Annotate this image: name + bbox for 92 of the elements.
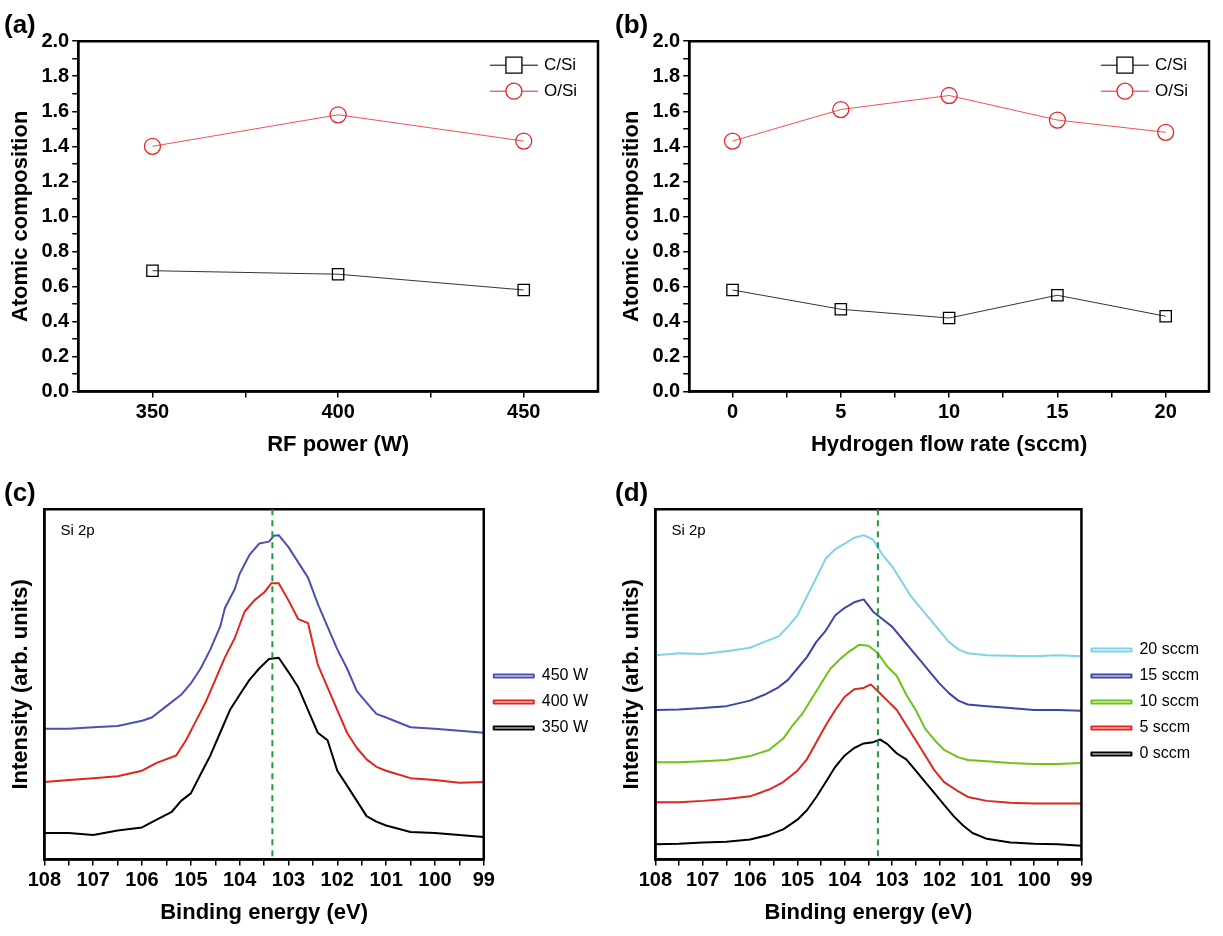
point xyxy=(517,283,531,297)
x-axis-title: Hydrogen flow rate (sccm) xyxy=(810,430,1088,456)
legend-label: 0 sccm xyxy=(1139,744,1191,762)
y-tick-label: 1.2 xyxy=(652,168,681,191)
legend-label: 5 sccm xyxy=(1139,718,1191,736)
legend-label: 15 sccm xyxy=(1139,666,1200,684)
point xyxy=(1159,309,1172,323)
point xyxy=(940,86,958,105)
point xyxy=(1048,111,1067,129)
y-tick-label: 2.0 xyxy=(41,28,70,51)
y-tick-label: 0.2 xyxy=(41,344,70,367)
x-tick-label: 0 xyxy=(726,400,739,423)
x-tick-label: 99 xyxy=(472,868,495,891)
y-tick-label: 0.2 xyxy=(652,344,681,367)
x-tick-label: 20 xyxy=(1154,400,1177,423)
x-tick-label: 100 xyxy=(1017,868,1051,891)
y-tick-label: 1.4 xyxy=(652,133,682,156)
point xyxy=(832,100,850,119)
y-tick-label: 0.8 xyxy=(41,238,70,261)
point xyxy=(331,267,345,281)
y-tick-label: 0.6 xyxy=(41,274,70,296)
chart-title: (d) xyxy=(615,476,649,507)
annotation: Si 2p xyxy=(671,520,706,538)
legend-label: C/Si xyxy=(1154,54,1188,74)
x-axis-title: Binding energy (eV) xyxy=(160,898,368,924)
point xyxy=(146,264,159,278)
x-tick-label: 101 xyxy=(970,868,1004,891)
point xyxy=(1051,288,1064,302)
legend-label: 450 W xyxy=(541,666,589,684)
point xyxy=(329,106,347,124)
y-tick-label: 1.8 xyxy=(652,63,681,86)
x-tick-label: 108 xyxy=(27,868,62,891)
x-tick-label: 105 xyxy=(174,868,208,891)
legend-label: 10 sccm xyxy=(1139,692,1200,710)
x-tick-label: 105 xyxy=(780,868,815,891)
y-tick-label: 0.6 xyxy=(652,274,681,296)
legend-label: O/Si xyxy=(543,80,577,100)
x-tick-label: 100 xyxy=(418,868,452,891)
x-tick-label: 101 xyxy=(369,868,403,891)
y-axis-title: Atomic composition xyxy=(7,110,33,323)
point xyxy=(834,302,848,316)
y-tick-label: 0.4 xyxy=(652,309,682,332)
x-tick-label: 99 xyxy=(1070,868,1093,891)
y-tick-label: 1.6 xyxy=(652,98,681,121)
point xyxy=(515,132,533,150)
x-tick-label: 5 xyxy=(835,400,847,423)
y-tick-label: 0.0 xyxy=(41,379,70,402)
y-tick-label: 1.2 xyxy=(41,168,70,191)
chart-title: (c) xyxy=(4,476,36,507)
legend-label: O/Si xyxy=(1154,80,1188,100)
y-tick-label: 0.8 xyxy=(652,238,681,261)
point xyxy=(1157,123,1175,141)
chart-title: (a) xyxy=(4,8,36,39)
x-tick-label: 106 xyxy=(733,868,767,891)
x-tick-label: 108 xyxy=(638,868,673,891)
y-axis-title: Intensity (arb. units) xyxy=(618,579,644,790)
y-tick-label: 1.6 xyxy=(41,98,70,121)
y-tick-label: 1.0 xyxy=(652,203,681,226)
y-tick-label: 1.4 xyxy=(41,133,71,156)
x-tick-label: 102 xyxy=(922,868,957,891)
point xyxy=(942,311,956,325)
x-tick-label: 106 xyxy=(125,868,159,891)
legend-label: 350 W xyxy=(541,718,589,736)
legend-label: C/Si xyxy=(543,54,577,74)
y-tick-label: 0.0 xyxy=(652,379,681,402)
legend-label: 20 sccm xyxy=(1139,640,1200,658)
chart-title: (b) xyxy=(615,8,649,39)
point xyxy=(723,132,742,150)
y-tick-label: 1.0 xyxy=(41,203,70,226)
x-tick-label: 10 xyxy=(937,400,961,423)
x-tick-label: 400 xyxy=(321,400,355,423)
y-axis-title: Intensity (arb. units) xyxy=(7,579,33,790)
y-tick-label: 1.8 xyxy=(41,63,70,86)
x-axis-title: RF power (W) xyxy=(267,430,409,456)
point xyxy=(143,137,162,155)
x-tick-label: 103 xyxy=(875,868,909,891)
x-axis-title: Binding energy (eV) xyxy=(764,898,973,924)
x-tick-label: 107 xyxy=(686,868,720,891)
point xyxy=(726,283,739,297)
y-tick-label: 2.0 xyxy=(652,28,681,51)
annotation: Si 2p xyxy=(60,520,95,538)
x-tick-label: 102 xyxy=(320,868,354,891)
x-tick-label: 103 xyxy=(271,868,306,891)
x-tick-label: 450 xyxy=(507,400,541,423)
y-axis-title: Atomic composition xyxy=(618,110,644,323)
x-tick-label: 350 xyxy=(135,400,170,423)
legend-label: 400 W xyxy=(541,692,589,710)
x-tick-label: 107 xyxy=(76,868,110,891)
x-tick-label: 104 xyxy=(222,868,258,891)
y-tick-label: 0.4 xyxy=(41,309,71,332)
x-tick-label: 104 xyxy=(828,868,863,891)
x-tick-label: 15 xyxy=(1046,400,1069,423)
